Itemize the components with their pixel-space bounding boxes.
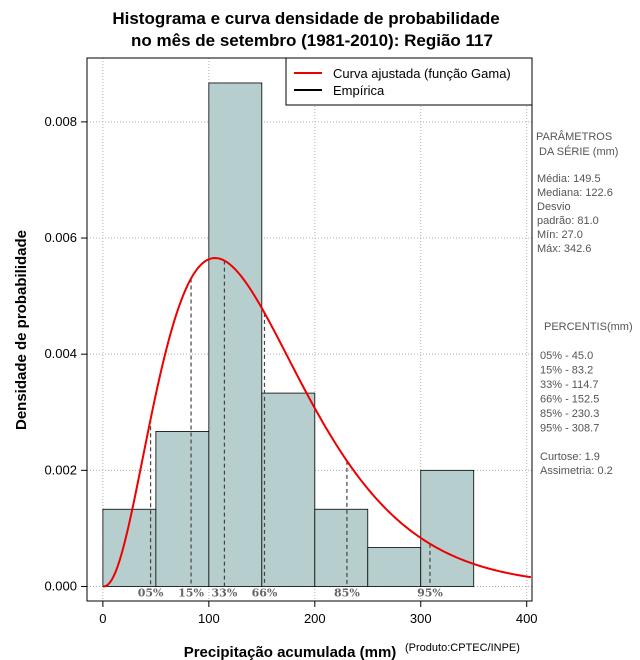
percentil-line-5: 95% - 308.7 (540, 423, 599, 435)
percentil-line-1: 15% - 83.2 (540, 365, 593, 377)
y-axis-label: Densidade de probabilidade (13, 230, 30, 430)
stat-line-4: Mín: 27.0 (537, 229, 583, 241)
bar-5 (367, 547, 422, 587)
percentile-label-3: 66% (252, 586, 278, 599)
stat-line-5: Máx: 342.6 (537, 243, 591, 255)
gamma-curve-line (102, 257, 532, 588)
x-tick-label-2: 200 (304, 611, 326, 626)
legend: Curva ajustada (função Gama) Empírica (285, 57, 533, 106)
legend-label-empirical: Empírica (333, 83, 385, 98)
stat-line-2: Desvio (537, 201, 571, 213)
x-tick-label-0: 0 (99, 611, 106, 626)
bar-6 (420, 469, 475, 587)
percentis-title: PERCENTIS(mm) (544, 321, 633, 333)
side-panel: PARÂMETROS DA SÉRIE (mm) Média: 149.5 Med… (536, 130, 633, 477)
credit-text: (Produto:CPTEC/INPE) (405, 642, 520, 654)
params-title-2: DA SÉRIE (mm) (539, 145, 618, 158)
percentil-line-0: 05% - 45.0 (540, 350, 593, 362)
legend-label-fit: Curva ajustada (função Gama) (333, 66, 511, 81)
percentil-line-2: 33% - 114.7 (540, 379, 599, 391)
percentile-label-0: 05% (138, 586, 164, 599)
bar-2 (208, 82, 263, 587)
stat-line-1: Mediana: 122.6 (537, 187, 613, 199)
x-tick-label-1: 100 (198, 611, 220, 626)
y-tick-label-0: 0.000 (44, 578, 77, 593)
percentile-label-4: 85% (334, 586, 360, 599)
y-tick-label-2: 0.004 (44, 346, 77, 361)
x-axis-label: Precipitação acumulada (mm) (184, 644, 397, 660)
y-tick-label-1: 0.002 (44, 462, 77, 477)
x-axis: 0 100 200 300 400 (99, 601, 538, 626)
percentile-label-5: 95% (417, 586, 443, 599)
percentile-label-2: 33% (212, 586, 238, 599)
percentile-label-1: 15% (178, 586, 204, 599)
y-axis: 0.000 0.002 0.004 0.006 0.008 (44, 114, 87, 593)
histogram-bars (102, 82, 475, 587)
y-tick-label-3: 0.006 (44, 230, 77, 245)
bar-1 (155, 431, 210, 587)
percentil-line-3: 66% - 152.5 (540, 394, 599, 406)
percentis-list: 05% - 45.0 15% - 83.2 33% - 114.7 66% - 152… (540, 350, 599, 435)
percentile-markers: 05% 15% 33% 66% 85% 95% (138, 260, 443, 599)
x-tick-label-3: 300 (410, 611, 432, 626)
bar-4 (314, 508, 369, 587)
chart-title: Histograma e curva densidade de probabil… (112, 9, 499, 28)
shape-line-1: Assimetria: 0.2 (540, 465, 613, 477)
bar-3 (261, 392, 316, 587)
series-stats: Média: 149.5 Mediana: 122.6 Desvio padrão: … (537, 173, 613, 255)
params-title-1: PARÂMETROS (536, 130, 612, 143)
shape-line-0: Curtose: 1.9 (540, 451, 600, 463)
y-tick-label-4: 0.008 (44, 114, 77, 129)
percentil-line-4: 85% - 230.3 (540, 408, 599, 420)
chart-subtitle: no mês de setembro (1981-2010): Região 1… (131, 31, 493, 50)
shape-stats: Curtose: 1.9 Assimetria: 0.2 (540, 451, 613, 477)
stat-line-3: padrão: 81.0 (537, 215, 599, 227)
x-tick-label-4: 400 (516, 611, 538, 626)
stat-line-0: Média: 149.5 (537, 173, 601, 185)
legend-box (285, 57, 533, 106)
